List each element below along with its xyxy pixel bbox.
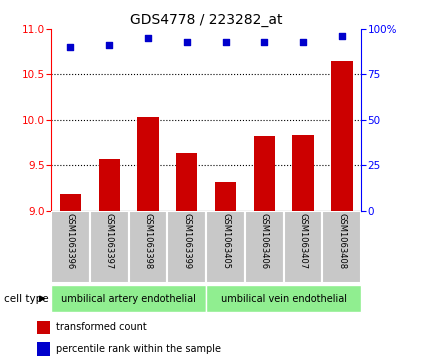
Bar [323, 211, 361, 283]
Text: GSM1063406: GSM1063406 [260, 213, 269, 269]
Text: GSM1063398: GSM1063398 [144, 213, 153, 269]
Text: GSM1063408: GSM1063408 [337, 213, 346, 269]
Bar [254, 136, 275, 211]
Bar [176, 153, 197, 211]
Point [67, 44, 74, 50]
Bar [284, 211, 323, 283]
Title: GDS4778 / 223282_at: GDS4778 / 223282_at [130, 13, 282, 26]
Point [222, 39, 229, 45]
Bar [167, 211, 206, 283]
Text: GSM1063405: GSM1063405 [221, 213, 230, 269]
Point [338, 33, 345, 39]
Text: GSM1063396: GSM1063396 [66, 213, 75, 269]
Point [106, 42, 113, 48]
Text: umbilical artery endothelial: umbilical artery endothelial [61, 294, 196, 303]
Bar [128, 211, 167, 283]
Bar [292, 135, 314, 211]
Bar [60, 194, 81, 211]
Bar [37, 321, 50, 334]
Text: cell type: cell type [4, 294, 49, 303]
Point [300, 39, 306, 45]
Bar [206, 211, 245, 283]
Text: GSM1063399: GSM1063399 [182, 213, 191, 269]
Bar [99, 159, 120, 211]
Bar [37, 342, 50, 355]
Bar [245, 211, 284, 283]
Point [261, 39, 268, 45]
Bar [137, 117, 159, 211]
Bar [215, 182, 236, 211]
Text: transformed count: transformed count [56, 322, 147, 332]
Bar [90, 211, 128, 283]
Point [183, 39, 190, 45]
Point [144, 35, 151, 41]
Text: GSM1063407: GSM1063407 [299, 213, 308, 269]
Text: GSM1063397: GSM1063397 [105, 213, 113, 269]
Text: umbilical vein endothelial: umbilical vein endothelial [221, 294, 347, 303]
Bar [331, 61, 352, 211]
Bar [51, 285, 206, 313]
Bar [206, 285, 361, 313]
Text: percentile rank within the sample: percentile rank within the sample [56, 344, 221, 354]
Bar [51, 211, 90, 283]
